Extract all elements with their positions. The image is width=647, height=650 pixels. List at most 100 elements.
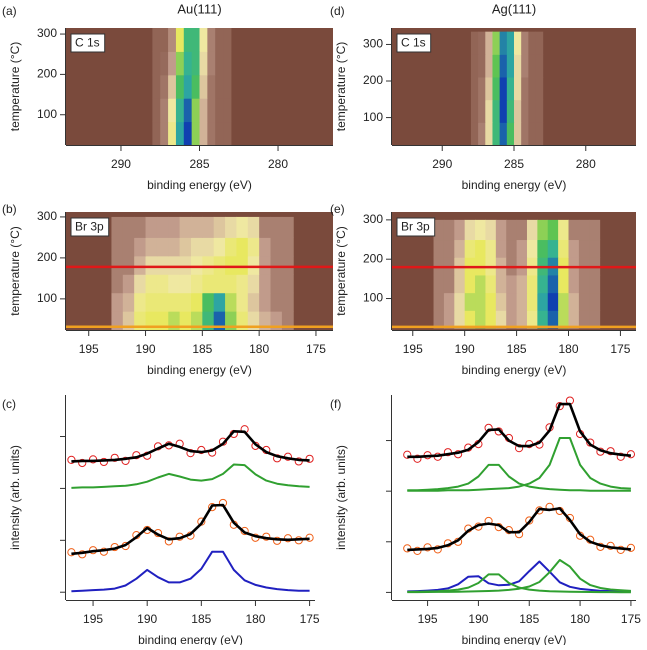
data-point <box>164 537 173 546</box>
y-tick-label: 300 <box>37 26 57 40</box>
heatmap-cell <box>207 121 216 146</box>
fit-curve <box>407 463 631 492</box>
heatmap-cell <box>215 51 224 76</box>
heatmap-cell <box>259 311 272 331</box>
heatmap-cell <box>485 219 497 241</box>
heatmap-cell <box>207 28 216 52</box>
heatmap-cell <box>213 255 226 275</box>
heatmap-cell <box>207 98 216 123</box>
heatmap-cell <box>470 31 479 55</box>
data-point <box>586 438 595 447</box>
heatmap-cell <box>528 76 537 101</box>
heatmap-cell <box>475 219 486 241</box>
heatmap-cell <box>160 121 169 146</box>
y-axis-label: temperature (°C) <box>8 226 22 316</box>
x-tick-label: 175 <box>610 342 630 356</box>
heatmap-cell <box>270 255 283 275</box>
heatmap-cell <box>111 292 124 312</box>
x-axis-label: binding energy (eV) <box>147 178 252 192</box>
heatmap-cell <box>191 98 200 123</box>
heatmap-cell <box>558 274 570 294</box>
heatmap-cell <box>202 274 215 294</box>
data-point <box>413 454 422 463</box>
heatmap-cell <box>558 310 570 329</box>
heatmap-cell <box>475 310 486 329</box>
heatmap-cell <box>433 310 445 329</box>
heatmap-cell <box>521 54 529 78</box>
heatmap-cell <box>223 28 232 52</box>
heatmap-cell <box>152 74 161 99</box>
heatmap-cell <box>247 274 260 294</box>
heatmap-cell <box>175 28 185 52</box>
heatmap-cell <box>190 216 203 238</box>
y-axis-label: intensity (arb. units) <box>334 445 348 550</box>
heatmap-cell <box>202 311 215 331</box>
data-point <box>403 450 412 459</box>
data-point <box>413 546 422 556</box>
y-tick-label: 100 <box>363 110 383 124</box>
heatmap-cell <box>514 54 522 78</box>
x-tick-label: 290 <box>111 157 131 171</box>
heatmap-cell <box>589 274 601 294</box>
heatmap-cell <box>215 121 224 146</box>
heatmap-cell <box>145 292 158 312</box>
heatmap-cell <box>156 255 169 275</box>
heatmap-cell <box>470 99 479 123</box>
heatmap-cell <box>199 98 208 123</box>
heatmap-cell <box>281 237 294 257</box>
heatmap-cell <box>111 255 124 275</box>
heatmap-cell <box>578 219 590 241</box>
heatmap-cell <box>492 31 501 55</box>
heatmap-cell <box>190 292 203 312</box>
heatmap-cell <box>160 98 169 123</box>
heatmap-cell <box>485 31 493 55</box>
x-tick-label: 195 <box>79 342 99 356</box>
heatmap-cell <box>478 122 486 146</box>
heatmap-cell <box>134 274 147 294</box>
heatmap-cell <box>433 239 445 258</box>
heatmap-cell <box>190 274 203 294</box>
heatmap-cell <box>225 311 237 331</box>
heatmap-cell <box>537 239 549 258</box>
heatmap-cell <box>270 311 283 331</box>
heatmap-cell <box>122 274 135 294</box>
heatmap-cell <box>578 274 590 294</box>
heatmap-cell <box>225 255 237 275</box>
data-point <box>208 503 217 512</box>
heatmap-cell <box>433 292 445 311</box>
heatmap-cell <box>475 239 486 258</box>
y-tick-label: 200 <box>363 73 383 87</box>
panel-letter: (f) <box>330 397 341 411</box>
heatmap-cell <box>202 292 215 312</box>
heatmap-cell <box>179 274 192 294</box>
data-point <box>110 453 119 462</box>
heatmap-cell <box>526 274 538 294</box>
heatmap-cell <box>547 292 559 311</box>
heatmap-cell <box>236 274 249 294</box>
heatmap-cell <box>175 121 185 146</box>
heatmap-cell <box>589 219 601 241</box>
heatmap-cell <box>122 216 135 238</box>
heatmap-cell <box>225 216 237 238</box>
heatmap-cell <box>506 239 518 258</box>
data-point <box>99 457 108 467</box>
heatmap-cell <box>134 237 147 257</box>
data-point <box>273 536 282 545</box>
heatmap-cell <box>492 122 501 146</box>
fit-curve <box>71 550 310 593</box>
heatmap-cell <box>526 292 538 311</box>
heatmap-cell <box>526 310 538 329</box>
label-box <box>396 217 436 237</box>
y-tick-label: 300 <box>363 37 383 51</box>
x-axis-label: binding energy (eV) <box>462 178 567 192</box>
heatmap-cell <box>558 292 570 311</box>
heatmap-cell <box>199 51 208 76</box>
heatmap-cell <box>168 237 181 257</box>
heatmap-cell <box>506 76 515 101</box>
fit-curve <box>71 503 310 556</box>
heatmap-cell <box>168 292 181 312</box>
data-point <box>186 449 195 458</box>
x-tick-label: 175 <box>621 612 641 626</box>
data-point <box>443 448 453 457</box>
fit-curve <box>71 463 310 489</box>
